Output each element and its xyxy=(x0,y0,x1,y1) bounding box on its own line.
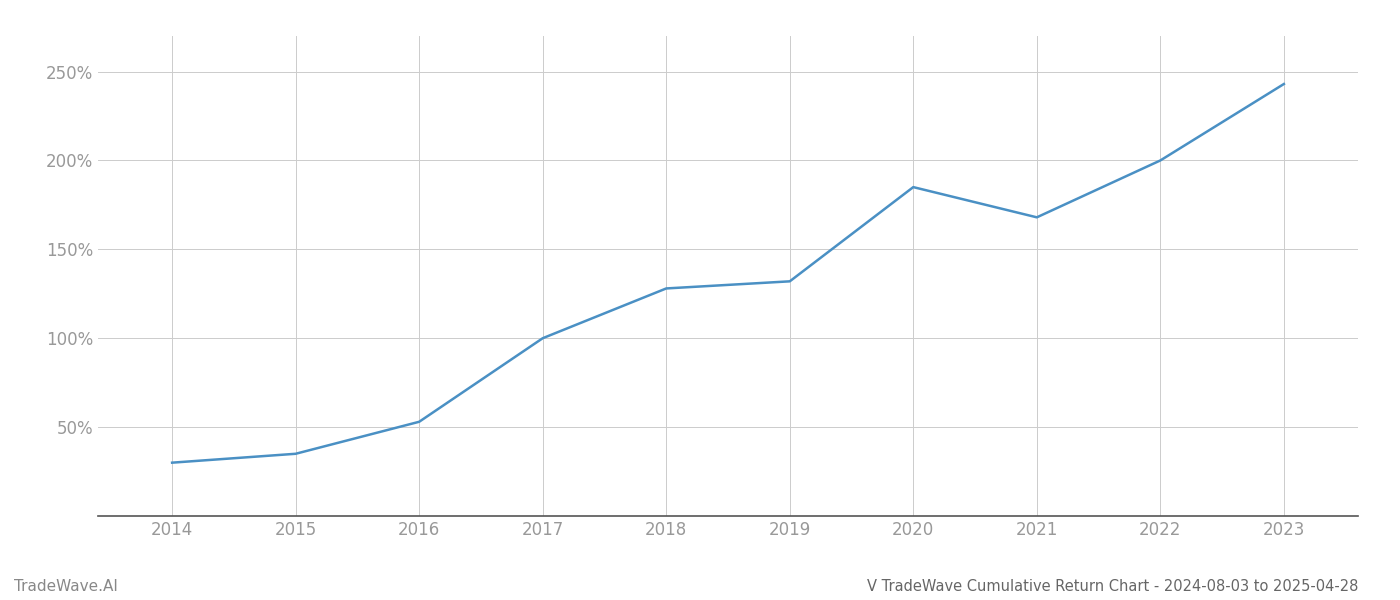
Text: V TradeWave Cumulative Return Chart - 2024-08-03 to 2025-04-28: V TradeWave Cumulative Return Chart - 20… xyxy=(867,579,1358,594)
Text: TradeWave.AI: TradeWave.AI xyxy=(14,579,118,594)
